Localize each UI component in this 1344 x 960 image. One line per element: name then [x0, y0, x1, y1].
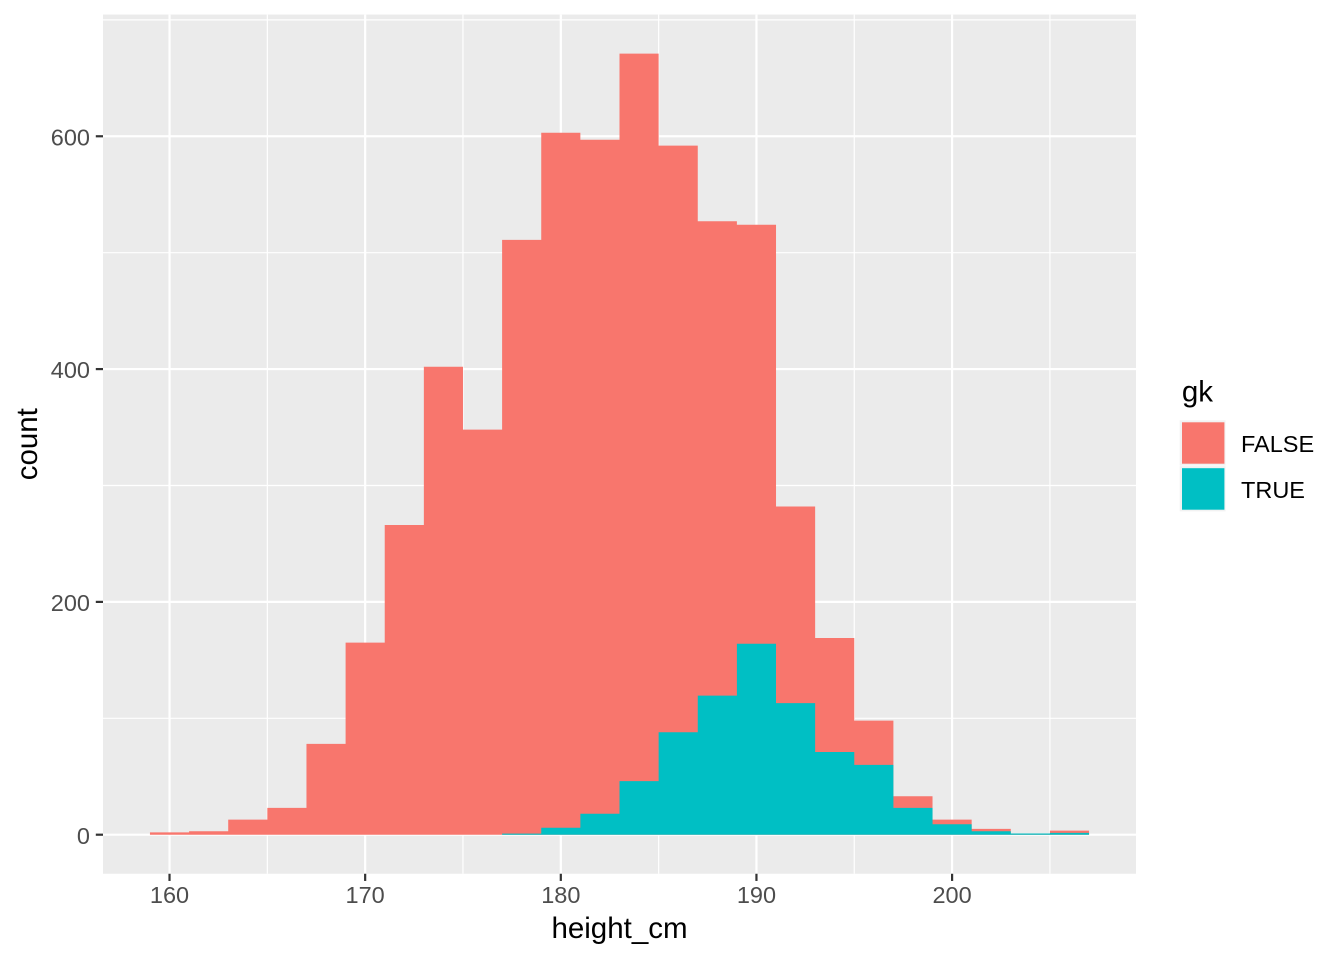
svg-text:170: 170	[346, 882, 385, 908]
svg-text:160: 160	[150, 882, 189, 908]
svg-text:600: 600	[51, 124, 90, 150]
svg-text:TRUE: TRUE	[1241, 477, 1305, 503]
svg-text:count: count	[11, 408, 44, 480]
svg-text:190: 190	[737, 882, 776, 908]
svg-text:FALSE: FALSE	[1241, 431, 1314, 457]
svg-text:200: 200	[51, 590, 90, 616]
svg-text:height_cm: height_cm	[551, 912, 687, 945]
svg-text:200: 200	[932, 882, 971, 908]
svg-text:180: 180	[541, 882, 580, 908]
svg-text:gk: gk	[1182, 376, 1213, 409]
svg-text:400: 400	[51, 357, 90, 383]
svg-text:0: 0	[77, 823, 90, 849]
